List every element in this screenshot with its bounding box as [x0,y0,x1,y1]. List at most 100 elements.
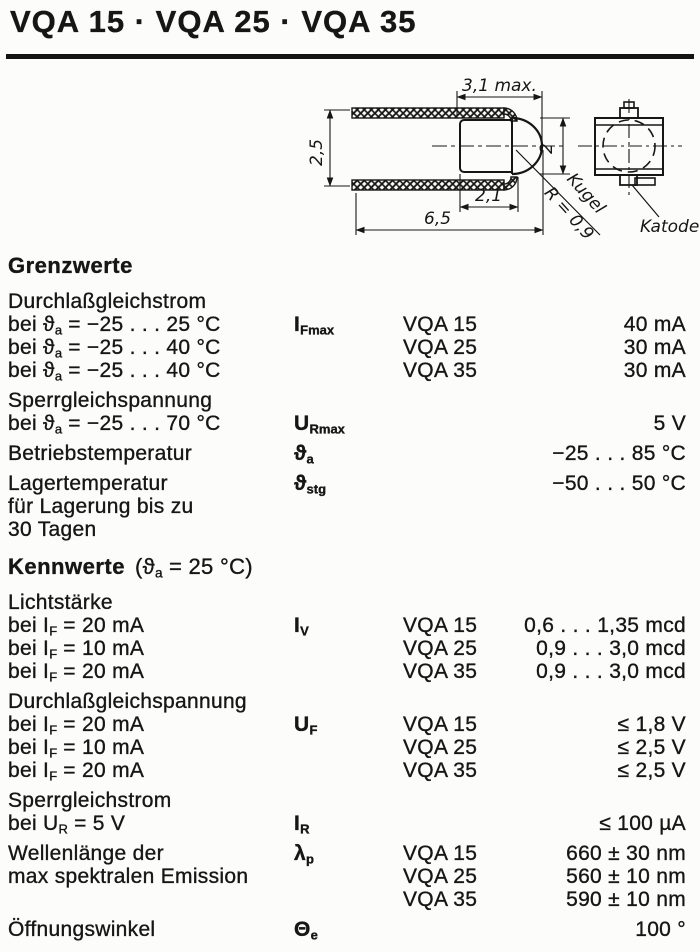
row-value: 5 V [653,412,686,435]
row-label: bei IF = 20 mA [8,614,145,639]
front-dome-circle [602,119,656,173]
lead-bottom-hook [503,176,518,191]
row-symbol: ϑstg [294,472,327,497]
table-row: Betriebstemperatur ϑa −25 . . . 85 °C [0,442,700,467]
table-row: Sperrgleichstrom [0,789,700,812]
row-label: bei IF = 20 mA [8,759,145,784]
row-value: ≤ 2,5 V [617,759,686,782]
led-side-view: 3,1 max. 2,5 2 2,1 [307,76,609,244]
svg-text:6,5: 6,5 [424,209,451,229]
row-label: bei IF = 20 mA [8,713,145,738]
row-value: 100 ° [635,918,686,941]
row-label: bei ϑa = −25 . . . 25 °C [8,313,221,338]
row-symbol: UF [294,713,318,738]
row-symbol: IV [294,614,309,639]
svg-text:3,1 max.: 3,1 max. [462,76,537,96]
row-type: VQA 15 [403,842,478,865]
row-label: Wellenlänge der [8,842,164,865]
row-type: VQA 15 [403,713,478,736]
table-row: Öffnungswinkel Θe 100 ° [0,918,700,943]
table-row: bei IF = 20 mA VQA 35 0,9 . . . 3,0 mcd [0,660,700,685]
heading-title: Kennwerte [8,554,125,579]
row-label: Sperrgleichstrom [8,789,172,812]
table-row: bei UR = 5 V IR ≤ 100 µA [0,812,700,837]
row-value: 590 ± 10 nm [566,888,686,911]
row-type: VQA 15 [403,313,478,336]
row-label: bei IF = 10 mA [8,637,145,662]
table-row: bei IF = 20 mA IV VQA 15 0,6 . . . 1,35 mcd [0,614,700,639]
row-value: 560 ± 10 nm [566,865,686,888]
table-row: Lagertemperatur ϑstg −50 . . . 50 °C [0,472,700,497]
row-label: Lichtstärke [8,591,113,614]
row-type: VQA 35 [403,359,478,382]
row-label: bei ϑa = −25 . . . 40 °C [8,359,221,384]
table-row: 30 Tagen [0,518,700,541]
table-row: bei ϑa = −25 . . . 40 °C VQA 35 30 mA [0,359,700,384]
row-value: −25 . . . 85 °C [552,442,686,465]
row-type: VQA 15 [403,614,478,637]
led-body [459,119,512,173]
table-row: für Lagerung bis zu [0,495,700,518]
row-value: 30 mA [623,336,686,359]
table-row: Durchlaßgleichspannung [0,690,700,713]
table-row: bei IF = 10 mA VQA 25 0,9 . . . 3,0 mcd [0,637,700,662]
heading-suffix: (ϑa = 25 °C) [134,554,253,581]
spec-table: Grenzwerte Durchlaßgleichstrom bei ϑa = −2… [0,253,700,943]
section-heading: Grenzwerte [0,253,700,279]
row-label: bei ϑa = −25 . . . 40 °C [8,336,221,361]
row-label: bei IF = 20 mA [8,660,145,685]
katode-label: Katode [640,217,699,237]
row-label: Durchlaßgleichspannung [8,690,247,713]
svg-text:2: 2 [537,143,557,154]
table-row: bei IF = 10 mA VQA 25 ≤ 2,5 V [0,736,700,761]
dimension-dome-length: 2,1 [459,174,519,212]
page-title: VQA 15 · VQA 25 · VQA 35 [10,4,417,39]
table-row: bei IF = 20 mA VQA 35 ≤ 2,5 V [0,759,700,784]
row-label: Betriebstemperatur [8,442,192,465]
table-row: Wellenlänge der λp VQA 15 660 ± 30 nm [0,842,700,867]
row-value: ≤ 1,8 V [617,713,686,736]
row-symbol: Θe [294,918,318,943]
table-row: bei ϑa = −25 . . . 70 °C URmax 5 V [0,412,700,437]
row-label: bei ϑa = −25 . . . 70 °C [8,412,221,437]
row-value: ≤ 2,5 V [617,736,686,759]
row-type: VQA 25 [403,637,478,660]
row-label: max spektralen Emission [8,865,249,888]
row-value: 660 ± 30 nm [566,842,686,865]
row-label: Öffnungswinkel [8,918,156,941]
package-drawing: 3,1 max. 2,5 2 2,1 [307,76,699,244]
row-label: für Lagerung bis zu [8,495,194,518]
row-type: VQA 35 [403,660,478,683]
dimension-total-length: 6,5 [355,150,544,235]
row-symbol: ϑa [294,442,314,467]
section-heading: Kennwerte (ϑa = 25 °C) [0,554,700,581]
row-symbol: IFmax [294,313,335,338]
row-value: ≤ 100 µA [599,812,686,835]
row-label: Lagertemperatur [8,472,168,495]
dimension-lead-span: 2,5 [307,109,350,187]
row-label: bei IF = 10 mA [8,736,145,761]
dimension-dome-height: 2 [537,117,570,175]
row-label: Sperrgleichspannung [8,389,213,412]
table-row: Lichtstärke [0,591,700,614]
heading-title: Grenzwerte [8,253,133,278]
table-row: bei ϑa = −25 . . . 25 °C IFmax VQA 15 40 mA [0,313,700,338]
row-value: 0,6 . . . 1,35 mcd [524,614,686,637]
row-type: VQA 25 [403,736,478,759]
lead-top [351,107,505,119]
row-symbol: URmax [294,412,345,437]
row-value: 40 mA [623,313,686,336]
cathode-plate [634,177,656,186]
row-type: VQA 35 [403,759,478,782]
row-type: VQA 25 [403,865,478,888]
svg-text:2,1: 2,1 [475,186,502,206]
anode-tab-notch [623,101,635,109]
row-label: bei UR = 5 V [8,812,126,837]
row-value: −50 . . . 50 °C [552,472,686,495]
led-front-view: Katode [578,99,699,237]
cathode-tab [619,174,638,186]
row-label: 30 Tagen [8,518,97,541]
table-row: Durchlaßgleichstrom [0,290,700,313]
row-value: 30 mA [623,359,686,382]
